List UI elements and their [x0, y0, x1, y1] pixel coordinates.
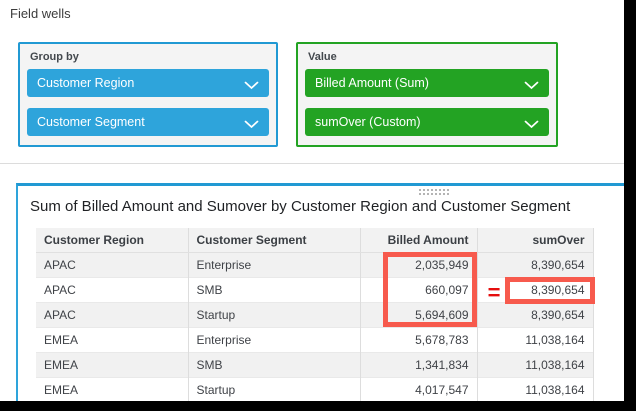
cell-region: APAC	[36, 252, 188, 277]
cell-region: APAC	[36, 277, 188, 302]
cell-segment: Startup	[187, 302, 360, 327]
frame-right-bar	[624, 0, 636, 411]
table-row: EMEA Startup 4,017,547 11,038,164	[36, 377, 594, 402]
pivot-table: Customer Region Customer Segment Billed …	[36, 228, 594, 403]
column-header-billed-amount: Billed Amount	[359, 228, 477, 253]
chevron-down-icon	[244, 118, 259, 128]
column-header-sumover: sumOver	[476, 228, 594, 253]
drag-handle-icon[interactable]	[418, 188, 449, 196]
chevron-down-icon	[244, 79, 259, 89]
cell-billed-amount: 1,341,834	[359, 352, 477, 377]
cell-billed-amount: 2,035,949	[359, 252, 477, 277]
group-by-field-customer-region[interactable]: Customer Region	[27, 69, 269, 97]
cell-sumover: 11,038,164	[476, 327, 594, 352]
field-pill-label: Customer Region	[37, 76, 135, 90]
cell-region: EMEA	[36, 377, 188, 402]
cell-sumover: 11,038,164	[476, 352, 594, 377]
group-by-label: Group by	[30, 51, 79, 63]
cell-segment: Enterprise	[187, 327, 360, 352]
cell-billed-amount: 660,097	[359, 277, 477, 302]
field-pill-label: sumOver (Custom)	[315, 115, 421, 129]
page-title: Field wells	[10, 6, 71, 21]
section-divider	[0, 163, 624, 164]
cell-sumover: 8,390,654	[476, 302, 594, 327]
cell-region: APAC	[36, 302, 188, 327]
table-row: APAC SMB 660,097 8,390,654	[36, 277, 594, 302]
chevron-down-icon	[524, 118, 539, 128]
value-field-billed-amount[interactable]: Billed Amount (Sum)	[305, 69, 549, 97]
cell-region: EMEA	[36, 327, 188, 352]
frame-bottom-bar	[0, 401, 636, 411]
cell-segment: Startup	[187, 377, 360, 402]
value-field-sumover[interactable]: sumOver (Custom)	[305, 108, 549, 136]
cell-sumover: 11,038,164	[476, 377, 594, 402]
cell-region: EMEA	[36, 352, 188, 377]
field-pill-label: Customer Segment	[37, 115, 145, 129]
cell-segment: SMB	[187, 277, 360, 302]
cell-segment: SMB	[187, 352, 360, 377]
table-row: APAC Startup 5,694,609 8,390,654	[36, 302, 594, 327]
visual-title: Sum of Billed Amount and Sumover by Cust…	[30, 198, 571, 215]
group-by-well: Group by Customer Region Customer Segmen…	[18, 42, 278, 147]
cell-billed-amount: 5,678,783	[359, 327, 477, 352]
cell-billed-amount: 4,017,547	[359, 377, 477, 402]
table-row: APAC Enterprise 2,035,949 8,390,654	[36, 252, 594, 277]
column-header-customer-region: Customer Region	[36, 228, 188, 253]
group-by-field-customer-segment[interactable]: Customer Segment	[27, 108, 269, 136]
cell-segment: Enterprise	[187, 252, 360, 277]
field-pill-label: Billed Amount (Sum)	[315, 76, 429, 90]
cell-billed-amount: 5,694,609	[359, 302, 477, 327]
value-well: Value Billed Amount (Sum) sumOver (Custo…	[296, 42, 558, 147]
chevron-down-icon	[524, 79, 539, 89]
table-row: EMEA SMB 1,341,834 11,038,164	[36, 352, 594, 377]
table-header-row: Customer Region Customer Segment Billed …	[36, 228, 594, 253]
cell-sumover: 8,390,654	[476, 252, 594, 277]
cell-sumover: 8,390,654	[476, 277, 594, 302]
value-label: Value	[308, 51, 337, 63]
column-header-customer-segment: Customer Segment	[187, 228, 360, 253]
table-row: EMEA Enterprise 5,678,783 11,038,164	[36, 327, 594, 352]
